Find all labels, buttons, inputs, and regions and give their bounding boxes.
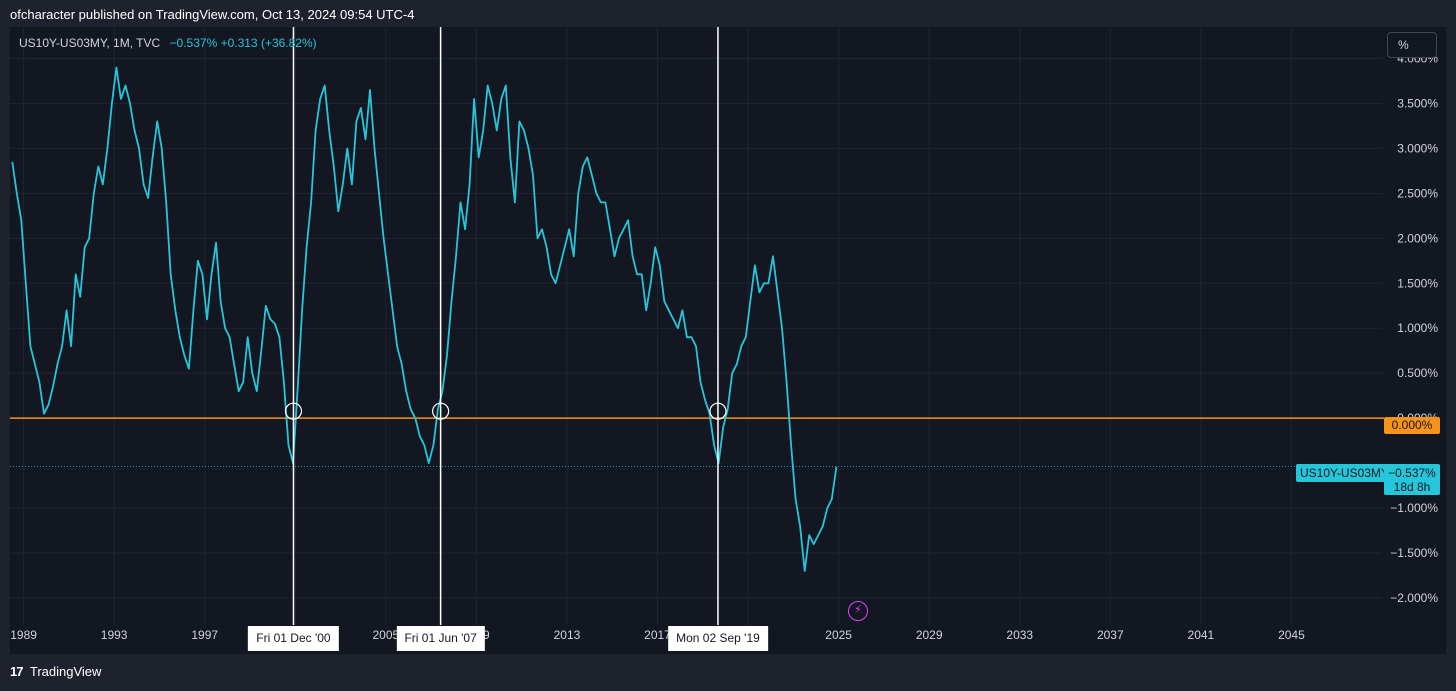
y-tick-label: 2.500% bbox=[1397, 186, 1438, 200]
chart-svg[interactable]: 1989199319972001200520092013201720212025… bbox=[10, 27, 1446, 654]
publish-header: ofcharacter published on TradingView.com… bbox=[0, 0, 1456, 27]
y-tick-label: 1.000% bbox=[1397, 321, 1438, 335]
y-tick-label: −1.500% bbox=[1390, 546, 1438, 560]
series-legend[interactable]: US10Y-US03MY, 1M, TVC −0.537% +0.313 (+3… bbox=[19, 36, 317, 50]
series-value-label: −0.537% bbox=[1388, 466, 1436, 480]
legend-change: −0.537% +0.313 (+36.82%) bbox=[169, 36, 317, 50]
y-tick-label: 1.500% bbox=[1397, 276, 1438, 290]
x-tick-label: 1989 bbox=[10, 628, 37, 642]
x-tick-label: 2005 bbox=[372, 628, 399, 642]
y-tick-label: 3.000% bbox=[1397, 141, 1438, 155]
publish-text: ofcharacter published on TradingView.com… bbox=[10, 7, 415, 22]
bar-countdown-label: 18d 8h bbox=[1393, 480, 1431, 494]
x-tick-label: 1997 bbox=[191, 628, 218, 642]
tradingview-logo-icon: 17 bbox=[10, 664, 24, 679]
brand-footer: 17 TradingView bbox=[10, 664, 101, 684]
series-line[interactable] bbox=[11, 66, 838, 572]
crossover-circle-marker bbox=[284, 402, 303, 420]
zero-line-price-tag: 0.000% bbox=[1384, 417, 1440, 434]
brand-name: TradingView bbox=[29, 664, 102, 679]
x-tick-label: 2033 bbox=[1006, 628, 1033, 642]
y-tick-label: 2.000% bbox=[1397, 231, 1438, 245]
chart-panel[interactable]: 1989199319972001200520092013201720212025… bbox=[10, 27, 1446, 654]
series-value-tag: −0.537% 18d 8h bbox=[1384, 464, 1440, 495]
lightning-icon[interactable]: ⚡ bbox=[848, 601, 868, 621]
event-date-tag: Mon 02 Sep '19 bbox=[668, 626, 768, 651]
event-date-tag: Fri 01 Jun '07 bbox=[396, 626, 485, 651]
x-tick-label: 1993 bbox=[101, 628, 128, 642]
y-tick-label: 0.500% bbox=[1397, 366, 1438, 380]
y-tick-label: −1.000% bbox=[1390, 501, 1438, 515]
x-tick-label: 2041 bbox=[1188, 628, 1215, 642]
y-tick-label: 3.500% bbox=[1397, 96, 1438, 110]
x-tick-label: 2017 bbox=[644, 628, 671, 642]
series-name-tag: US10Y-US03MY bbox=[1296, 464, 1393, 482]
x-tick-label: 2025 bbox=[825, 628, 852, 642]
legend-symbol[interactable]: US10Y-US03MY, 1M, TVC bbox=[19, 36, 161, 50]
crossover-circle-marker bbox=[709, 402, 727, 420]
event-date-tag: Fri 01 Dec '00 bbox=[248, 626, 339, 651]
percent-scale-button[interactable]: % bbox=[1387, 32, 1437, 58]
y-tick-label: −2.000% bbox=[1390, 591, 1438, 605]
x-tick-label: 2029 bbox=[916, 628, 943, 642]
x-tick-label: 2013 bbox=[554, 628, 581, 642]
x-tick-label: 2045 bbox=[1278, 628, 1305, 642]
crossover-circle-marker bbox=[432, 402, 450, 420]
x-tick-label: 2037 bbox=[1097, 628, 1124, 642]
